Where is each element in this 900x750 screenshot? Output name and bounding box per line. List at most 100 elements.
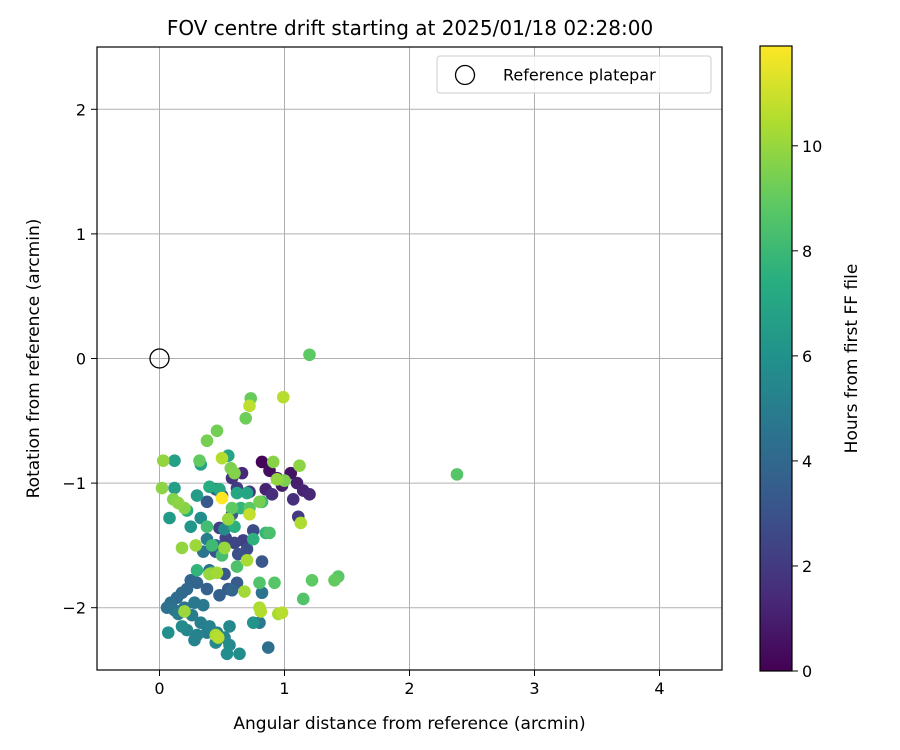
colorbar-tick-label: 2 [802,557,812,576]
scatter-point [203,480,216,494]
scatter-point [268,576,281,590]
scatter-point [255,455,269,469]
scatter-point [254,605,268,618]
scatter-point [221,512,235,526]
y-tick-label: −1 [62,474,86,493]
y-tick-label: 1 [76,225,86,244]
legend-entry-label: Reference platepar [503,66,656,85]
scatter-point [233,647,246,661]
scatter-point [296,592,310,606]
scatter-point [189,539,203,552]
scatter-point [194,511,208,525]
scatter-point [205,539,219,552]
scatter-point [246,524,260,537]
scatter-point [200,434,214,448]
colorbar: 0 2 4 6 8 10 Hours from first FF file [759,45,862,681]
scatter-point [234,501,248,515]
scatter-point [286,492,300,506]
scatter-point [275,606,289,619]
gridlines [97,47,722,670]
x-axis-ticks: 0 1 2 3 4 [154,670,665,698]
scatter-point [155,481,169,495]
scatter-point [168,481,181,495]
scatter-point [270,473,284,486]
scatter-point [253,495,266,509]
x-tick-label: 1 [279,679,289,698]
scatter-point [253,576,266,590]
scatter-points [155,348,464,661]
scatter-point [231,547,245,561]
y-tick-label: 2 [76,100,86,119]
scatter-point [450,468,464,481]
scatter-point [228,536,241,550]
scatter-point [190,489,204,502]
scatter-point [218,541,231,555]
scatter-point [293,459,306,472]
scatter-point [246,532,260,546]
colorbar-tick-label: 6 [802,347,812,366]
scatter-point [230,560,244,573]
y-tick-label: 0 [76,350,86,369]
scatter-point [228,466,241,480]
scatter-point [265,488,279,501]
scatter-point [230,486,244,500]
x-tick-label: 0 [154,679,164,698]
scatter-point [303,488,316,501]
scatter-point [225,583,239,597]
scatter-point [225,501,239,515]
legend-marker-icon [454,64,476,86]
y-axis-ticks: −2 −1 0 1 2 [62,100,97,618]
scatter-point [193,454,206,467]
colorbar-tick-label: 10 [802,137,822,156]
scatter-point [161,626,175,639]
scatter-point [156,454,170,467]
scatter-point [190,564,204,577]
scatter-point [246,616,260,629]
scatter-point [168,454,181,467]
colorbar-tick-label: 0 [802,662,812,681]
y-tick-label: −2 [62,599,86,618]
scatter-point [178,605,191,618]
scatter-point [238,585,251,598]
legend-box [436,55,712,94]
scatter-point [196,598,210,612]
scatter-point [175,541,189,555]
y-axis-label: Rotation from reference (arcmin) [24,219,44,499]
colorbar-gradient [759,45,793,672]
scatter-point [266,455,280,469]
scatter-point [328,573,341,587]
colorbar-ticks: 0 2 4 6 8 10 [792,137,822,681]
plot-area: 0 1 2 3 4 −2 −1 0 1 2 [62,46,723,698]
scatter-point [171,496,185,510]
x-tick-label: 3 [529,679,539,698]
scatter-point [175,620,189,633]
scatter-point [200,520,214,534]
scatter-point [163,511,176,525]
scatter-point [243,399,256,413]
reference-marker-group [149,348,170,369]
scatter-point [200,582,214,596]
scatter-point [243,507,256,521]
scatter-point [261,641,275,654]
scatter-point [215,451,229,465]
scatter-point [200,495,214,509]
scatter-point [220,647,234,661]
reference-platepar-marker [149,348,170,369]
scatter-point [305,573,319,587]
scatter-point [255,555,269,568]
scatter-point [210,566,224,580]
scatter-point [240,554,254,567]
scatter-point [255,586,269,600]
colorbar-label: Hours from first FF file [842,264,862,454]
scatter-point [218,522,231,536]
scatter-point [263,526,276,540]
chart-title: FOV centre drift starting at 2025/01/18 … [167,16,653,40]
scatter-point [215,491,229,505]
scatter-point [223,620,236,633]
scatter-point [210,424,224,438]
legend: Reference platepar [436,55,712,94]
scatter-point [213,588,226,602]
colorbar-tick-label: 8 [802,242,812,261]
x-tick-label: 2 [404,679,414,698]
